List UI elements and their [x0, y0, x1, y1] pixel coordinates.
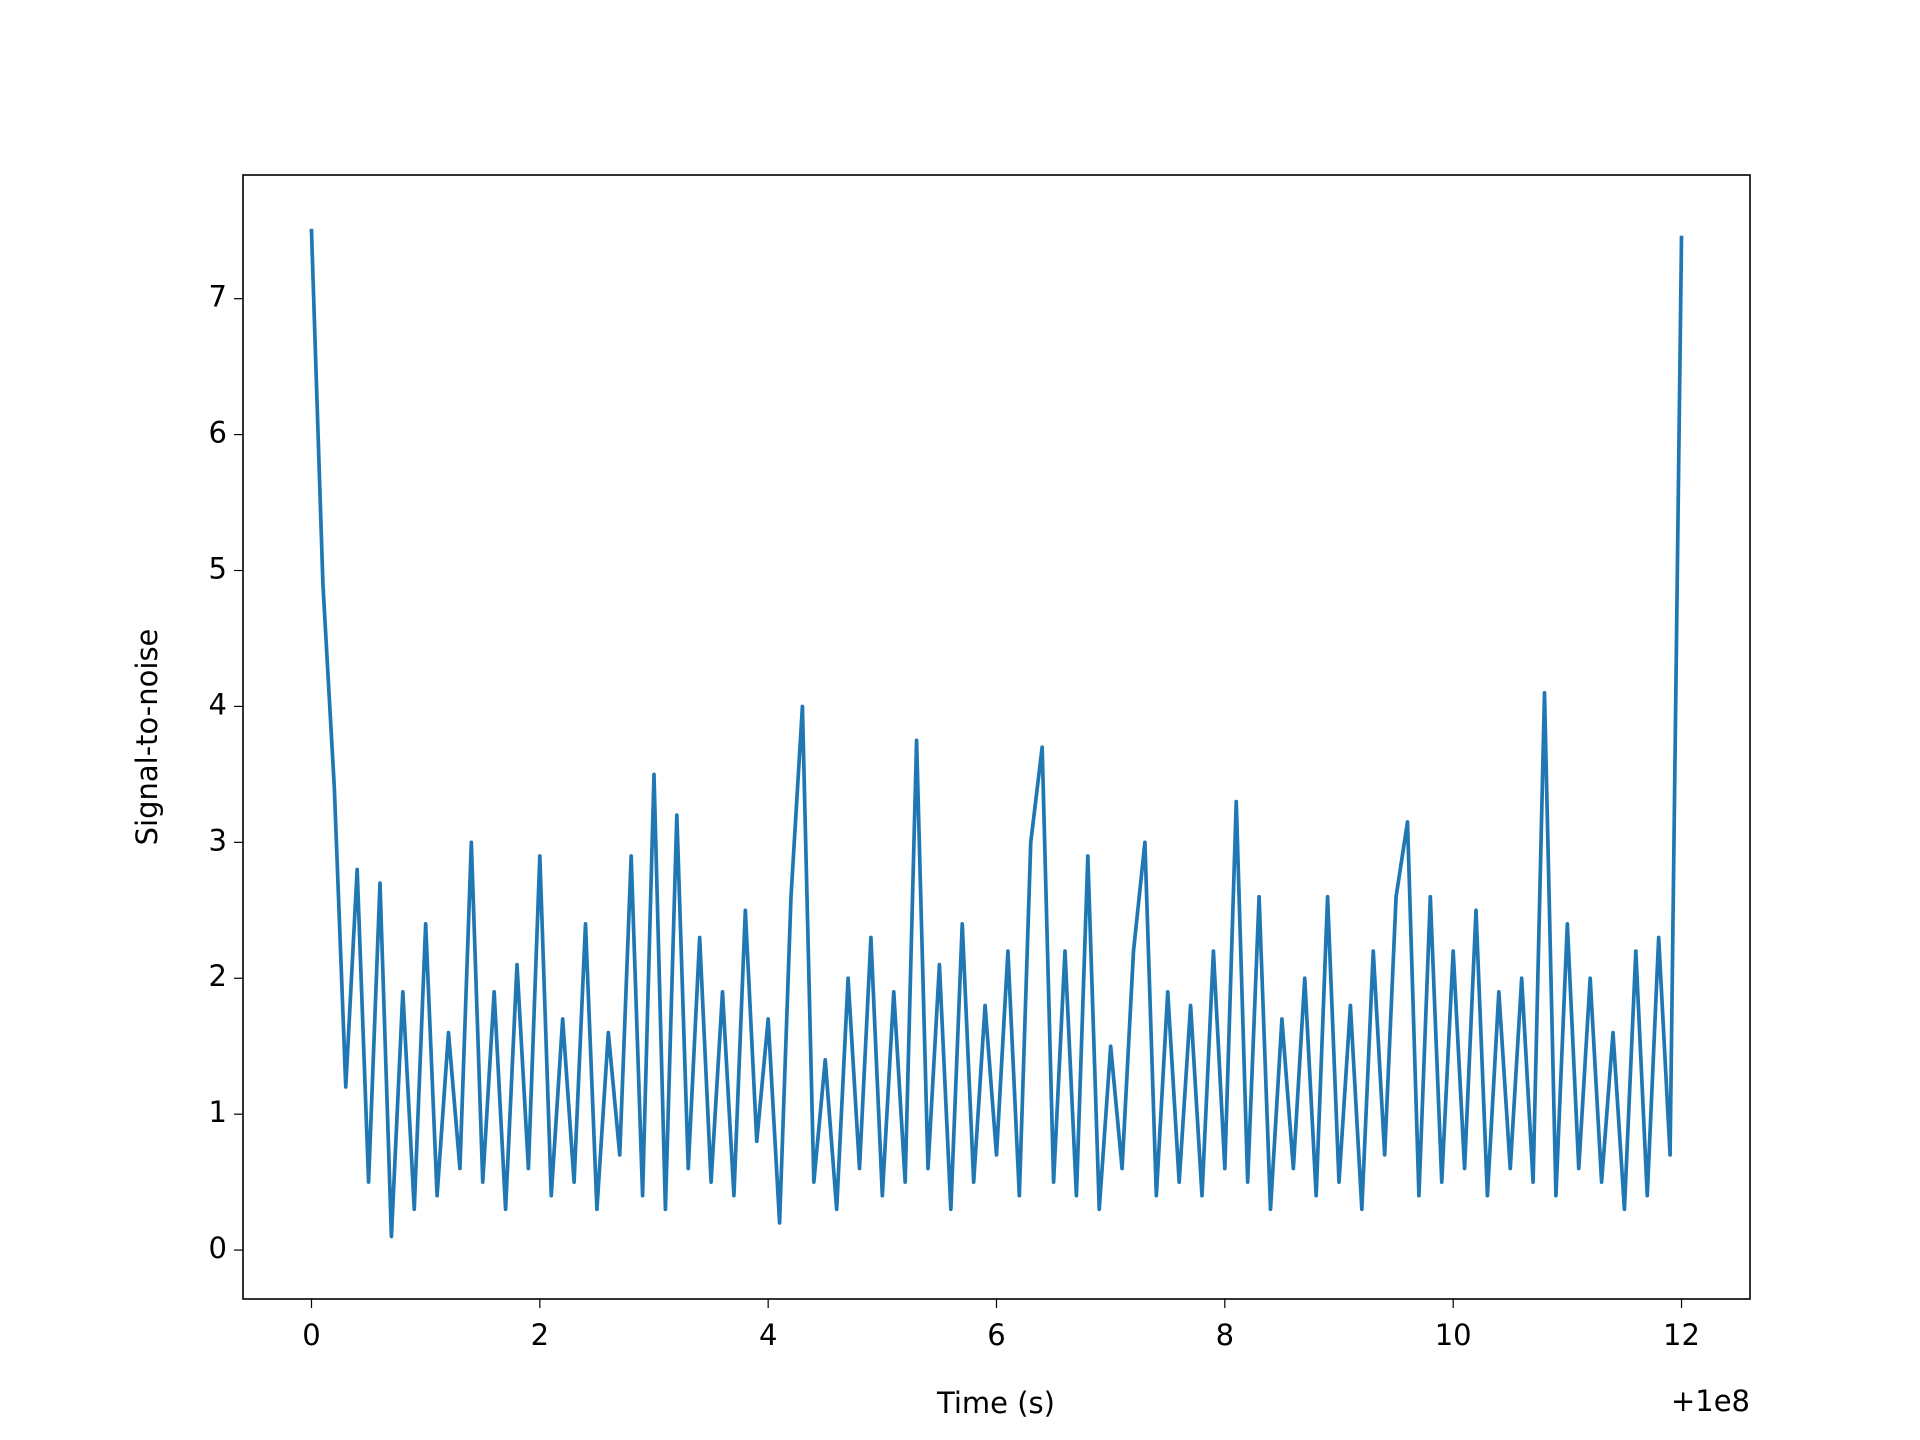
- line-series: [309, 228, 1684, 1239]
- y-tick-label: 3: [209, 823, 227, 857]
- x-offset-label: +1e8: [1671, 1384, 1750, 1418]
- x-tick-label: 8: [1216, 1318, 1234, 1352]
- x-tick-label: 6: [987, 1318, 1005, 1352]
- x-axis-label: Time (s): [936, 1386, 1055, 1420]
- y-tick-label: 4: [209, 687, 227, 721]
- x-tick-label: 12: [1663, 1318, 1700, 1352]
- x-tick-label: 4: [759, 1318, 777, 1352]
- x-tick-label: 0: [302, 1318, 320, 1352]
- y-tick-label: 2: [209, 959, 227, 993]
- y-tick-label: 0: [209, 1231, 227, 1265]
- x-tick-label: 2: [531, 1318, 549, 1352]
- y-tick-label: 5: [209, 552, 227, 586]
- y-tick-label: 6: [209, 416, 227, 450]
- axes-frame: [242, 174, 1751, 1300]
- y-tick-label: 7: [209, 280, 227, 314]
- y-axis-label: Signal-to-noise: [130, 629, 164, 846]
- y-tick-label: 1: [209, 1095, 227, 1129]
- x-tick-label: 10: [1435, 1318, 1472, 1352]
